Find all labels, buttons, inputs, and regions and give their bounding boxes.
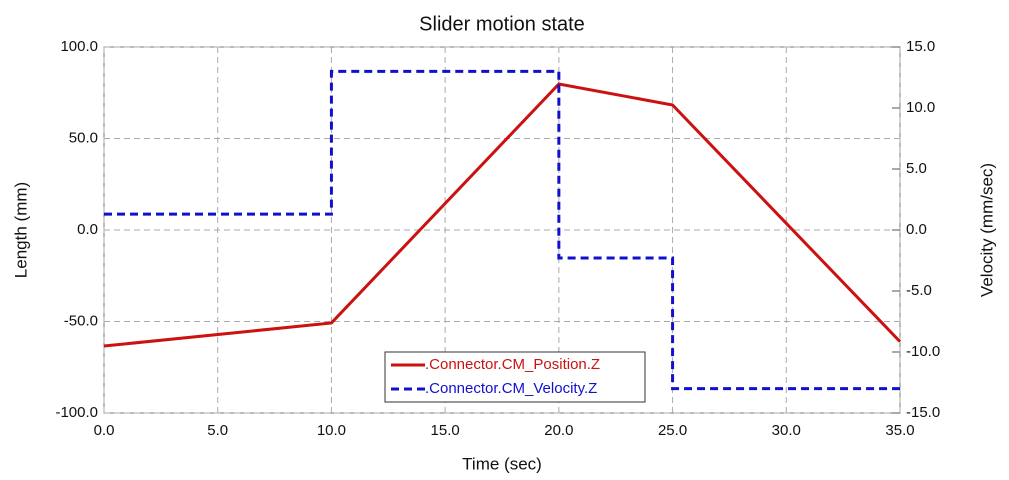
legend-box: [384, 351, 646, 403]
x-tick-label: 25.0: [658, 422, 687, 439]
legend-label: .Connector.CM_Position.Z: [425, 356, 600, 373]
y2-axis-label: Velocity (mm/sec): [977, 163, 996, 297]
y-tick-label: 100.0: [60, 38, 98, 55]
legend-label: .Connector.CM_Velocity.Z: [425, 380, 597, 397]
chart-title: Slider motion state: [419, 13, 585, 35]
y-tick-label: 0.0: [77, 221, 98, 238]
y2-tick-label: -5.0: [906, 282, 932, 299]
y-axis-label: Length (mm): [11, 182, 30, 278]
y-tick-label: -50.0: [64, 312, 98, 329]
y2-tick-label: 0.0: [906, 221, 927, 238]
x-tick-label: 35.0: [885, 422, 914, 439]
x-axis-label: Time (sec): [462, 454, 542, 473]
y-tick-label: 50.0: [69, 129, 98, 146]
x-tick-label: 10.0: [317, 422, 346, 439]
y-tick-label: -100.0: [55, 404, 98, 421]
x-tick-label: 0.0: [94, 422, 115, 439]
x-tick-label: 20.0: [544, 422, 573, 439]
series-line: [104, 69, 900, 391]
x-tick-label: 30.0: [772, 422, 801, 439]
x-tick-label: 5.0: [207, 422, 228, 439]
x-tick-label: 15.0: [431, 422, 460, 439]
y2-tick-label: -10.0: [906, 343, 940, 360]
y2-tick-label: 5.0: [906, 160, 927, 177]
y2-tick-label: -15.0: [906, 404, 940, 421]
y2-tick-label: 15.0: [906, 38, 935, 55]
y2-tick-label: 10.0: [906, 99, 935, 116]
series-line: [103, 82, 902, 348]
